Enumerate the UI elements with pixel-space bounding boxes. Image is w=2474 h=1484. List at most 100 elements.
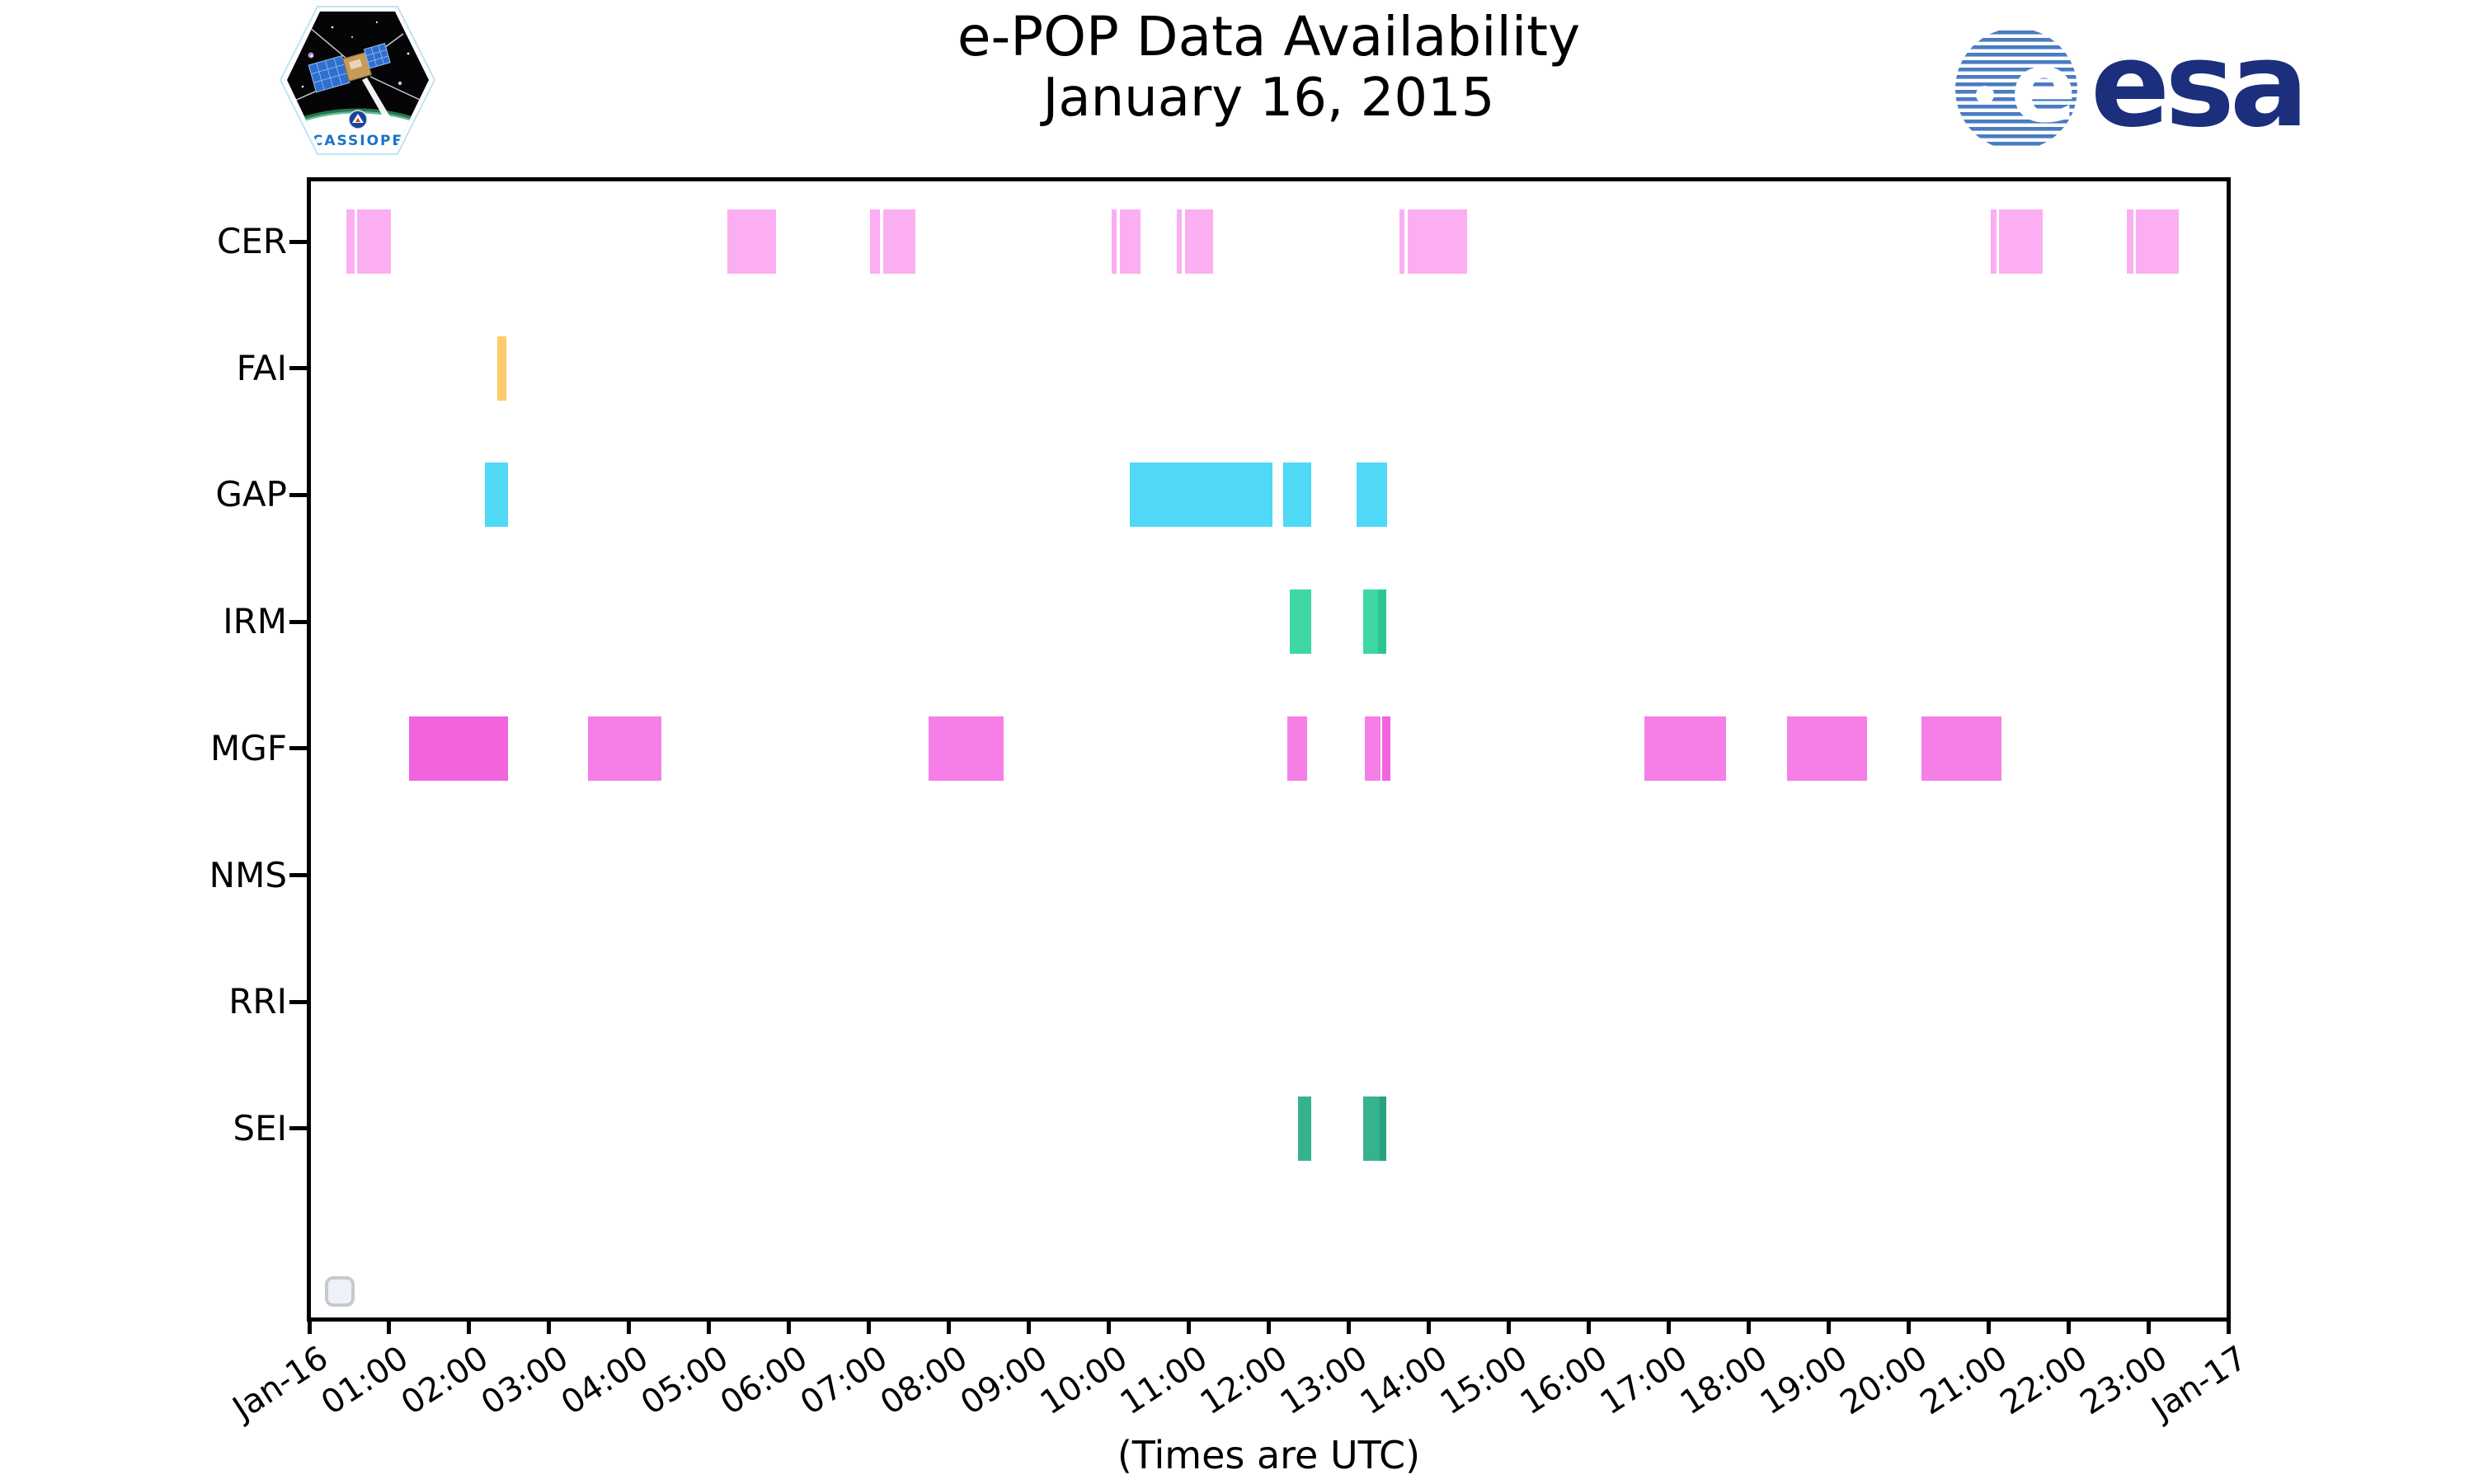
availability-bar-irm: [1363, 589, 1378, 655]
availability-bar-gap: [485, 463, 508, 528]
x-tick: [2146, 1317, 2151, 1334]
availability-bar-cer: [1399, 209, 1405, 274]
x-tick: [1346, 1317, 1351, 1334]
availability-bar-mgf: [1787, 716, 1868, 781]
availability-bar-cer: [346, 209, 355, 274]
availability-bar-sei: [1363, 1096, 1380, 1161]
availability-bar-cer: [727, 209, 776, 274]
availability-bar-mgf: [1364, 716, 1381, 781]
x-tick-label: 03:00: [474, 1339, 575, 1423]
availability-bar-mgf: [929, 716, 1004, 781]
x-tick-label: 15:00: [1433, 1339, 1535, 1423]
availability-bar-sei: [1379, 1096, 1386, 1161]
x-tick: [787, 1317, 792, 1334]
y-tick-rri: [289, 999, 308, 1004]
x-tick: [1586, 1317, 1591, 1334]
x-tick-label: 19:00: [1753, 1339, 1855, 1423]
esa-logo: e esa: [1938, 12, 2309, 172]
availability-bar-cer: [870, 209, 880, 274]
y-tick-irm: [289, 619, 308, 624]
x-tick: [547, 1317, 552, 1334]
x-tick-label: 05:00: [634, 1339, 735, 1423]
y-label-gap: GAP: [215, 474, 287, 515]
x-tick-label: 12:00: [1193, 1339, 1295, 1423]
x-tick: [1666, 1317, 1671, 1334]
availability-bar-sei: [1298, 1096, 1312, 1161]
y-label-rri: RRI: [228, 981, 287, 1022]
y-tick-mgf: [289, 746, 308, 751]
availability-bar-gap: [1357, 463, 1388, 528]
availability-bar-cer: [2136, 209, 2180, 274]
availability-bar-cer: [1176, 209, 1183, 274]
x-tick: [1027, 1317, 1032, 1334]
x-tick: [1746, 1317, 1751, 1334]
x-tick: [627, 1317, 632, 1334]
x-tick-label: 11:00: [1113, 1339, 1215, 1423]
chart-title: e-POP Data Availability: [957, 5, 1581, 68]
x-axis-title: (Times are UTC): [1117, 1433, 1421, 1477]
x-tick-label: 21:00: [1913, 1339, 2015, 1423]
x-tick-label: 06:00: [714, 1339, 815, 1423]
y-label-irm: IRM: [223, 601, 287, 642]
x-tick: [1906, 1317, 1911, 1334]
x-tick-label: 07:00: [794, 1339, 895, 1423]
x-tick-label: 17:00: [1593, 1339, 1695, 1423]
x-tick-label: 13:00: [1273, 1339, 1375, 1423]
x-tick: [467, 1317, 472, 1334]
availability-bar-gap: [1130, 463, 1273, 528]
x-tick-label: 08:00: [873, 1339, 975, 1423]
x-tick-label: 14:00: [1353, 1339, 1455, 1423]
availability-bar-mgf: [409, 716, 508, 781]
availability-bar-cer: [1999, 209, 2044, 274]
x-tick: [2066, 1317, 2071, 1334]
availability-bar-cer: [1407, 209, 1468, 274]
availability-bar-cer: [1184, 209, 1213, 274]
availability-bar-mgf: [1287, 716, 1308, 781]
esa-globe-dot: [1976, 86, 1994, 104]
x-tick: [867, 1317, 872, 1334]
cassiope-wordmark: CASSIOPE: [313, 133, 403, 149]
x-tick: [1267, 1317, 1271, 1334]
x-tick: [2226, 1317, 2231, 1334]
y-label-cer: CER: [216, 221, 287, 261]
availability-bar-mgf: [1921, 716, 2002, 781]
availability-bar-cer: [883, 209, 916, 274]
x-tick: [947, 1317, 952, 1334]
y-label-mgf: MGF: [210, 727, 287, 768]
chart-title-block: e-POP Data Availability January 16, 2015: [309, 7, 2228, 129]
x-tick-label: 18:00: [1673, 1339, 1775, 1423]
x-tick-label: 01:00: [314, 1339, 416, 1423]
legend-box: [325, 1276, 355, 1307]
x-tick: [1426, 1317, 1431, 1334]
x-tick: [1187, 1317, 1192, 1334]
x-tick: [1826, 1317, 1831, 1334]
badge-satellite: [308, 43, 391, 93]
esa-globe: e: [1955, 28, 2077, 150]
x-tick-label: 20:00: [1833, 1339, 1935, 1423]
y-tick-nms: [289, 873, 308, 877]
cassiope-mission-badge: CASSIOPE: [278, 4, 439, 160]
availability-bar-mgf: [587, 716, 661, 781]
availability-bar-irm: [1378, 589, 1386, 655]
esa-globe-e: e: [2011, 31, 2077, 144]
cassiope-badge-graphic: CASSIOPE: [279, 6, 436, 155]
availability-bar-mgf: [1644, 716, 1726, 781]
x-tick-label: 02:00: [394, 1339, 495, 1423]
y-tick-fai: [289, 366, 308, 371]
availability-bar-cer: [1111, 209, 1117, 274]
x-tick-label: 22:00: [1993, 1339, 2095, 1423]
badge-lower-band: [287, 113, 429, 149]
y-tick-sei: [289, 1126, 308, 1131]
availability-bar-cer: [1991, 209, 1997, 274]
x-tick: [1107, 1317, 1112, 1334]
availability-bar-cer: [357, 209, 391, 274]
chart-subtitle-date: January 16, 2015: [1042, 68, 1495, 129]
x-tick-label: 16:00: [1513, 1339, 1615, 1423]
y-label-nms: NMS: [209, 854, 287, 895]
y-label-fai: FAI: [236, 347, 287, 388]
x-tick: [387, 1317, 392, 1334]
x-tick-label: 09:00: [953, 1339, 1055, 1423]
esa-wordmark: esa: [2091, 17, 2301, 153]
x-tick-label: 04:00: [554, 1339, 655, 1423]
